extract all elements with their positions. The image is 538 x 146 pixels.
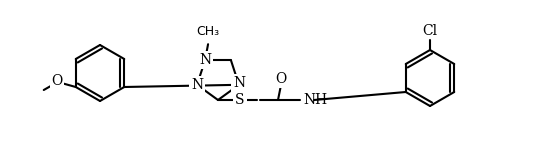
Text: Cl: Cl — [422, 24, 437, 38]
Text: O: O — [275, 72, 287, 86]
Text: S: S — [235, 93, 245, 107]
Text: CH₃: CH₃ — [196, 25, 220, 38]
Text: N: N — [191, 78, 203, 92]
Text: N: N — [199, 53, 211, 67]
Text: NH: NH — [303, 93, 327, 107]
Text: O: O — [51, 74, 62, 88]
Text: N: N — [233, 76, 245, 90]
